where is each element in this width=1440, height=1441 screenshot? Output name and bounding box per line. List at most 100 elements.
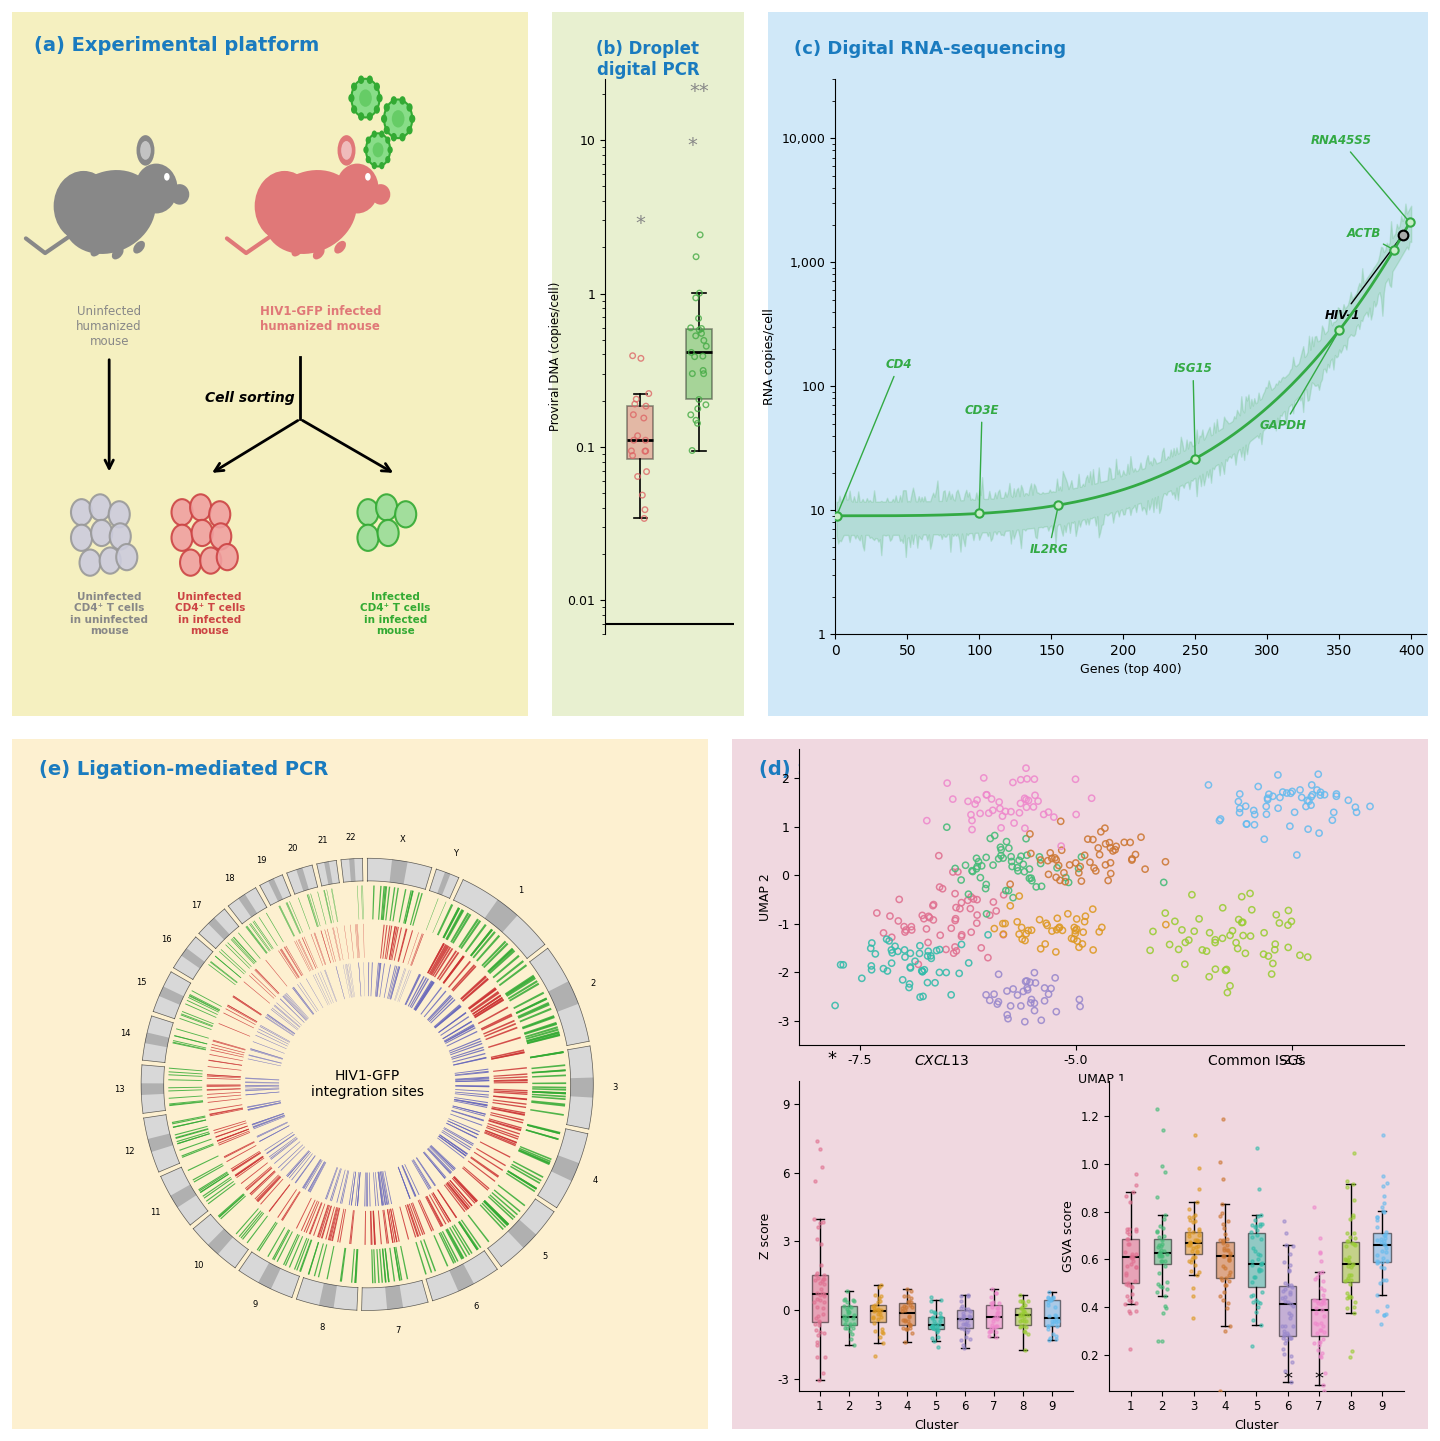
Polygon shape	[510, 1166, 540, 1185]
Polygon shape	[423, 1239, 436, 1271]
Point	[1104, 834, 1128, 857]
Point	[953, 1313, 976, 1336]
Point	[1218, 1244, 1241, 1267]
Polygon shape	[492, 1095, 527, 1101]
Point	[945, 896, 968, 919]
Point	[1020, 866, 1043, 889]
Polygon shape	[219, 1195, 245, 1218]
Circle shape	[384, 137, 390, 144]
Circle shape	[409, 115, 415, 122]
Polygon shape	[337, 1209, 344, 1242]
Text: 4: 4	[593, 1176, 598, 1185]
Point	[1212, 1216, 1236, 1239]
Point	[876, 928, 899, 951]
Point	[806, 1287, 829, 1310]
Point	[988, 847, 1011, 870]
Point	[1182, 1210, 1205, 1233]
Polygon shape	[251, 924, 271, 951]
Polygon shape	[328, 1208, 337, 1241]
Circle shape	[351, 82, 357, 91]
Polygon shape	[526, 1032, 560, 1042]
Polygon shape	[458, 1222, 478, 1251]
Polygon shape	[226, 1146, 256, 1161]
Polygon shape	[382, 1248, 386, 1282]
Point	[1011, 928, 1034, 951]
Polygon shape	[294, 941, 310, 971]
Polygon shape	[252, 1112, 284, 1125]
Ellipse shape	[337, 135, 356, 166]
Point	[1008, 1290, 1031, 1313]
Point	[1123, 1270, 1146, 1293]
Polygon shape	[442, 1020, 472, 1039]
Point	[1308, 821, 1331, 844]
Point	[1008, 1284, 1031, 1307]
Polygon shape	[431, 1193, 449, 1223]
Point	[1116, 1228, 1139, 1251]
Polygon shape	[240, 1163, 268, 1185]
Point	[1250, 1252, 1273, 1275]
Polygon shape	[520, 1007, 552, 1023]
Ellipse shape	[264, 170, 357, 254]
PathPatch shape	[870, 1306, 886, 1321]
Point	[1312, 1288, 1335, 1311]
Polygon shape	[281, 1192, 300, 1221]
Polygon shape	[317, 1205, 328, 1238]
Point	[804, 1208, 827, 1231]
Point	[1152, 1208, 1175, 1231]
Point	[894, 1319, 917, 1342]
Polygon shape	[462, 978, 488, 1001]
Polygon shape	[251, 1049, 282, 1059]
Polygon shape	[226, 1009, 256, 1025]
Point	[1017, 978, 1040, 1001]
Point	[1067, 857, 1090, 880]
Point	[1151, 1216, 1174, 1239]
Point	[900, 1295, 923, 1319]
Point	[986, 1297, 1009, 1320]
Point	[949, 1329, 972, 1352]
Polygon shape	[523, 1016, 554, 1029]
Point	[1015, 922, 1038, 945]
Polygon shape	[376, 963, 382, 997]
Circle shape	[366, 156, 372, 163]
Point	[926, 1317, 949, 1340]
Polygon shape	[284, 996, 307, 1020]
Polygon shape	[448, 1182, 471, 1208]
Point	[868, 1290, 891, 1313]
Polygon shape	[400, 1246, 408, 1280]
Point	[1374, 1241, 1397, 1264]
Point	[832, 1307, 855, 1330]
Polygon shape	[567, 1046, 593, 1130]
Text: Uninfected
CD4⁺ T cells
in infected
mouse: Uninfected CD4⁺ T cells in infected mous…	[174, 592, 245, 637]
Point	[1184, 1124, 1207, 1147]
Point	[1045, 1000, 1068, 1023]
Polygon shape	[488, 948, 514, 973]
Point	[1282, 1235, 1305, 1258]
Point	[837, 1301, 860, 1324]
Polygon shape	[429, 869, 459, 898]
Point	[1125, 1174, 1148, 1197]
Polygon shape	[518, 1150, 550, 1164]
Polygon shape	[356, 924, 359, 958]
Polygon shape	[439, 1232, 455, 1264]
Point	[1225, 937, 1248, 960]
Ellipse shape	[89, 494, 111, 520]
Point	[982, 1291, 1005, 1314]
Polygon shape	[325, 1167, 338, 1199]
Polygon shape	[491, 1052, 524, 1059]
Point	[1178, 1205, 1201, 1228]
Polygon shape	[452, 965, 477, 991]
Point	[975, 902, 998, 925]
Polygon shape	[380, 886, 384, 919]
Point	[959, 1327, 982, 1350]
Polygon shape	[207, 1183, 236, 1205]
Point	[1117, 1272, 1140, 1295]
Point	[1312, 1379, 1335, 1402]
Point	[1099, 852, 1122, 875]
Polygon shape	[251, 1049, 282, 1059]
Polygon shape	[325, 1206, 336, 1239]
Point	[1015, 788, 1038, 811]
Circle shape	[367, 112, 373, 121]
Polygon shape	[507, 1170, 537, 1189]
Point	[982, 1316, 1005, 1339]
Polygon shape	[426, 898, 438, 931]
